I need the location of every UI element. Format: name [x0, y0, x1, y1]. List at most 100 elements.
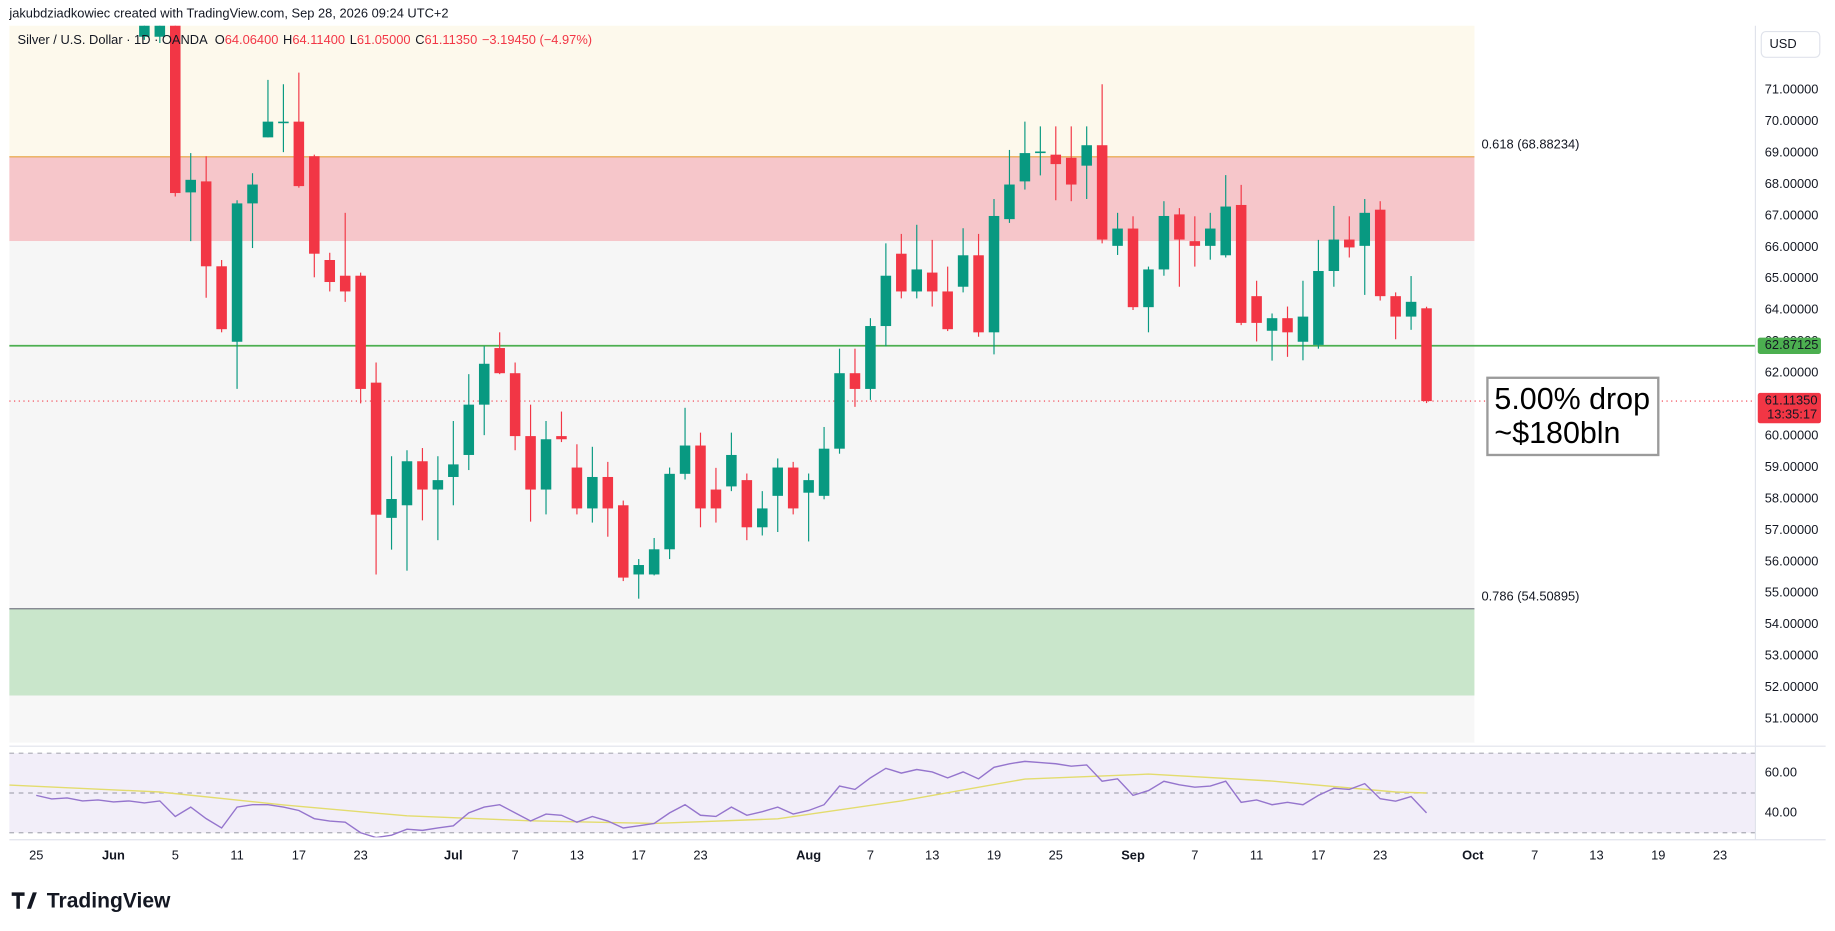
candle-body: [818, 448, 830, 496]
candle-body: [1050, 154, 1062, 165]
candle-body: [834, 373, 845, 449]
candle-body: [278, 121, 289, 124]
candle-body: [957, 255, 969, 287]
candle-body: [772, 467, 783, 496]
rsi-ma-line: [9, 773, 1427, 825]
x-tick-label: 7: [1191, 848, 1198, 863]
candle-body: [1266, 318, 1278, 331]
candle-body: [170, 25, 181, 194]
candle-body: [988, 215, 1000, 333]
fib-label: 0.618 (68.88234): [1481, 136, 1579, 151]
y-tick-label: 55.00000: [1765, 585, 1819, 600]
candle-body: [448, 464, 459, 477]
candle-body: [494, 348, 505, 374]
candle-body: [695, 445, 706, 509]
axes: 51.00000 52.00000 53.00000 54.00000 55.00000…: [29, 82, 1821, 863]
annotation-box: [1486, 376, 1660, 457]
currency[interactable]: USD: [1769, 36, 1796, 51]
candle-body: [216, 266, 227, 330]
legend-key: H: [283, 32, 292, 47]
candle-body: [540, 439, 552, 490]
x-tick-label: 11: [1250, 848, 1263, 863]
y-tick-label: 69.00000: [1765, 144, 1819, 159]
legend: Silver / U.S. Dollar · 1D · OANDA O64.064…: [18, 32, 593, 47]
candle-body: [942, 291, 953, 330]
x-tick-label: 17: [632, 848, 646, 863]
legend-value: 61.11350: [425, 32, 478, 47]
candle-body: [1174, 214, 1185, 240]
candle-body: [1143, 269, 1154, 308]
x-tick-label: Aug: [796, 848, 821, 863]
logo: TradingView: [11, 889, 171, 912]
last-price-label: 61.11350: [1765, 392, 1818, 407]
candle-body: [896, 253, 907, 292]
candle-body: [726, 454, 737, 487]
y-tick-label: 65.00000: [1765, 270, 1819, 285]
x-tick-label: 5: [172, 848, 179, 863]
candle-body: [880, 275, 892, 327]
y-tick-label: 60.00000: [1765, 427, 1819, 442]
hline-price-label: 62.87125: [1765, 337, 1819, 352]
candle-body: [1035, 151, 1046, 154]
x-tick-label: 7: [867, 848, 874, 863]
legend-key: L: [350, 32, 357, 47]
candle-body: [787, 467, 799, 509]
y-tick-label: 53.00000: [1765, 648, 1819, 663]
y-tick-label: 68.00000: [1765, 176, 1819, 191]
candle-body: [679, 445, 691, 474]
candle-body: [1328, 239, 1340, 272]
candle-body: [1359, 212, 1371, 246]
legend-value: 64.06400: [225, 32, 279, 47]
candle-body: [1205, 228, 1216, 246]
y-tick-label: 54.00000: [1765, 616, 1819, 631]
x-tick-label: 23: [693, 848, 707, 863]
last-price-tag: [1757, 392, 1821, 424]
candle-body: [463, 404, 475, 455]
candle-body: [633, 565, 644, 575]
candle-body: [1235, 204, 1247, 323]
rsi-line: [36, 760, 1428, 838]
candle-body: [1096, 145, 1108, 240]
candle-body: [525, 436, 536, 490]
zone: [9, 25, 1475, 157]
candle-body: [509, 373, 521, 437]
legend-key: O: [215, 32, 225, 47]
x-tick-label: 13: [1589, 848, 1603, 863]
candle-body: [200, 181, 212, 267]
x-tick-label: 17: [1311, 848, 1325, 863]
candle-body: [973, 255, 984, 333]
x-tick-label: 7: [1531, 848, 1538, 863]
candle-body: [401, 461, 413, 506]
y-tick-label: 51.00000: [1765, 711, 1819, 726]
candle-body: [1112, 228, 1123, 246]
x-tick-label: 23: [1713, 848, 1727, 863]
rsi-pane: [9, 752, 1756, 838]
y-tick-label: 59.00000: [1765, 459, 1819, 474]
x-tick-label: 19: [987, 848, 1001, 863]
zone: [9, 608, 1475, 696]
x-tick-label: 7: [512, 848, 519, 863]
legend-key: C: [415, 32, 424, 47]
candle-body: [262, 121, 274, 138]
candle-body: [803, 480, 814, 493]
candle-body: [139, 25, 150, 37]
legend-value: 64.11400: [292, 32, 345, 47]
candle-body: [1297, 316, 1309, 342]
candle-body: [417, 461, 428, 490]
candle-body: [1019, 153, 1031, 182]
rsi-tick-label: 60.00: [1765, 764, 1797, 779]
x-tick-label: 25: [29, 848, 43, 863]
candle-body: [1344, 239, 1355, 248]
candle-body: [911, 269, 923, 292]
legend-change: −3.19450 (−4.97%): [482, 32, 592, 47]
zone: [9, 156, 1475, 242]
candle-body: [1220, 206, 1231, 256]
candle-body: [710, 489, 722, 509]
candle-body: [587, 476, 598, 509]
candle-body: [185, 179, 196, 193]
candle-body: [926, 272, 938, 292]
candle-body: [231, 203, 243, 342]
zones: [9, 25, 1475, 743]
currency-button[interactable]: [1760, 30, 1821, 58]
